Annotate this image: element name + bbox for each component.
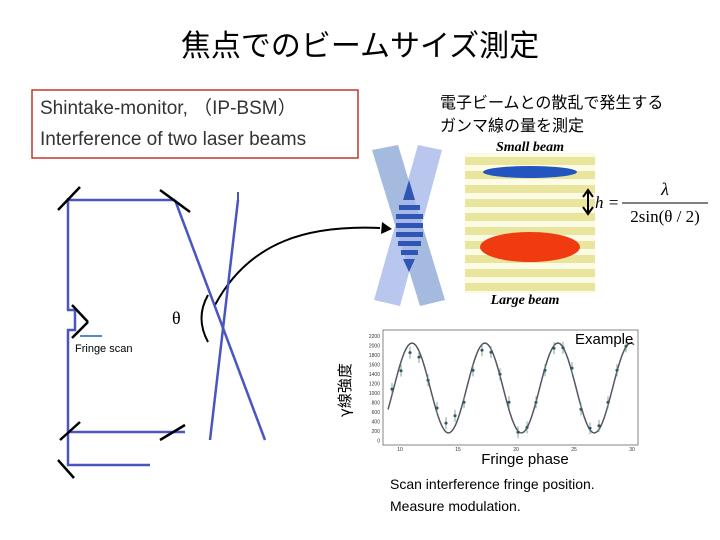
large-beam — [480, 232, 580, 262]
slide-title: 焦点でのビームサイズ測定 — [181, 29, 539, 64]
y-tick-label: 600 — [372, 410, 381, 416]
label: Fringe scan — [75, 343, 132, 355]
crossing-beams — [372, 145, 445, 306]
laser-path — [66, 198, 267, 467]
y-axis-label: γ線強度 — [336, 363, 354, 417]
info-box — [31, 89, 359, 159]
y-tick-label: 1200 — [369, 382, 380, 388]
mirrors — [57, 186, 191, 479]
note-line: ガンマ線の量を測定 — [440, 116, 584, 135]
x-axis-label: Fringe phase — [481, 451, 569, 468]
y-tick-label: 1400 — [369, 372, 380, 378]
x-tick-label: 15 — [455, 447, 461, 453]
connector — [214, 226, 381, 306]
y-tick-label: 0 — [377, 439, 380, 445]
y-tick-label: 1000 — [369, 391, 380, 397]
x-tick-label: 30 — [629, 447, 635, 453]
caption-line: Measure modulation. — [390, 498, 521, 514]
label: Example — [575, 331, 633, 348]
box-line: Interference of two laser beams — [40, 129, 306, 150]
x-tick-label: 25 — [571, 447, 577, 453]
plot: 2200200018001600140012001000800600400200… — [369, 329, 639, 453]
angle-arc — [200, 294, 209, 343]
angle-label: θ — [172, 308, 181, 328]
formula: 2sin(θ / 2) — [630, 207, 700, 226]
note-line: 電子ビームとの散乱で発生する — [440, 93, 663, 112]
y-tick-label: 800 — [372, 401, 381, 407]
label: Small beam — [496, 140, 564, 155]
box-line: Shintake-monitor, （IP-BSM） — [40, 97, 297, 119]
y-tick-label: 1600 — [369, 363, 380, 369]
height-arrow — [582, 188, 594, 216]
x-tick-label: 10 — [397, 447, 403, 453]
y-tick-label: 200 — [372, 429, 381, 435]
formula: λ — [660, 179, 669, 199]
y-tick-label: 2200 — [369, 334, 380, 340]
small-beam — [483, 166, 577, 178]
y-tick-label: 2000 — [369, 344, 380, 350]
formula: h = — [595, 193, 619, 212]
y-tick-label: 1800 — [369, 353, 380, 359]
caption-line: Scan interference fringe position. — [390, 476, 595, 492]
x-tick-label: 20 — [513, 447, 519, 453]
connector-head — [381, 222, 392, 234]
y-tick-label: 400 — [372, 420, 381, 426]
label: Large beam — [490, 293, 560, 308]
